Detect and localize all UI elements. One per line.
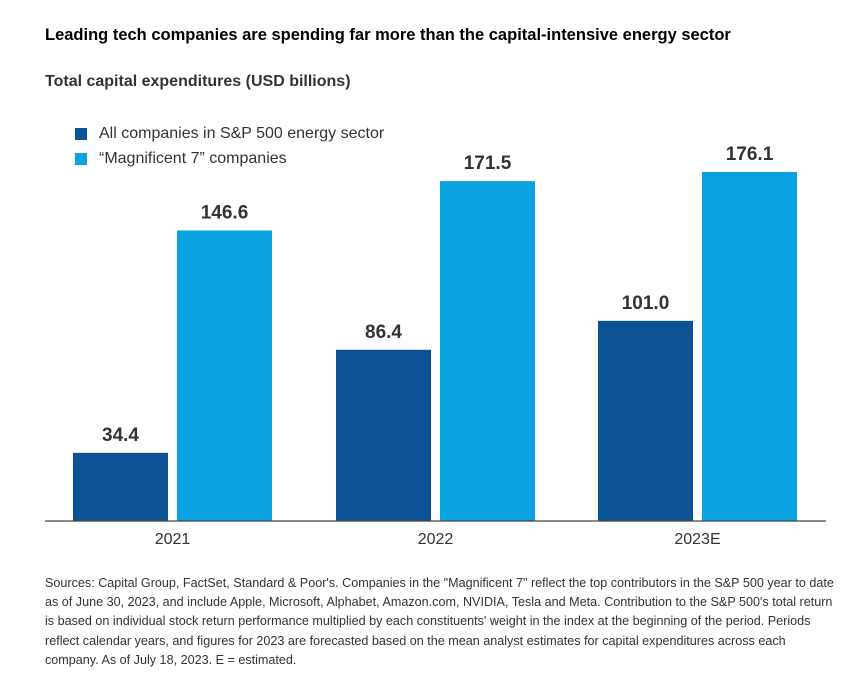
data-label: 101.0 <box>622 293 670 314</box>
data-label: 171.5 <box>464 153 512 174</box>
legend-label-energy: All companies in S&P 500 energy sector <box>99 124 385 142</box>
legend-swatch-energy <box>75 127 87 140</box>
bar-magnificent7-2022 <box>440 181 535 522</box>
x-tick-label: 2021 <box>155 531 191 548</box>
data-label: 34.4 <box>102 425 139 446</box>
chart-title: Total capital expenditures (USD billions… <box>45 73 351 90</box>
bar-energy-2023E <box>598 320 693 521</box>
bar-energy-2021 <box>73 452 168 521</box>
x-tick-label: 2023E <box>674 531 720 548</box>
legend-item-energy: All companies in S&P 500 energy sector <box>75 121 384 146</box>
bar-chart: 34.4 146.6 2021 86.4 171.5 2022 101.0 176.1 2023… <box>45 144 826 548</box>
data-label: 146.6 <box>201 202 249 223</box>
legend-item-magnificent7: “Magnificent 7” companies <box>75 146 384 171</box>
bar-magnificent7-2023E <box>702 172 797 521</box>
bar-energy-2022 <box>336 349 431 521</box>
legend-label-magnificent7: “Magnificent 7” companies <box>99 149 287 167</box>
headline: Leading tech companies are spending far … <box>45 26 731 44</box>
bar-magnificent7-2021 <box>177 230 272 522</box>
data-label: 176.1 <box>726 144 774 165</box>
legend-swatch-magnificent7 <box>75 152 87 165</box>
legend: All companies in S&P 500 energy sector “… <box>75 121 384 171</box>
data-label: 86.4 <box>365 322 402 343</box>
x-tick-label: 2022 <box>418 531 454 548</box>
footnote: Sources: Capital Group, FactSet, Standar… <box>45 576 834 667</box>
